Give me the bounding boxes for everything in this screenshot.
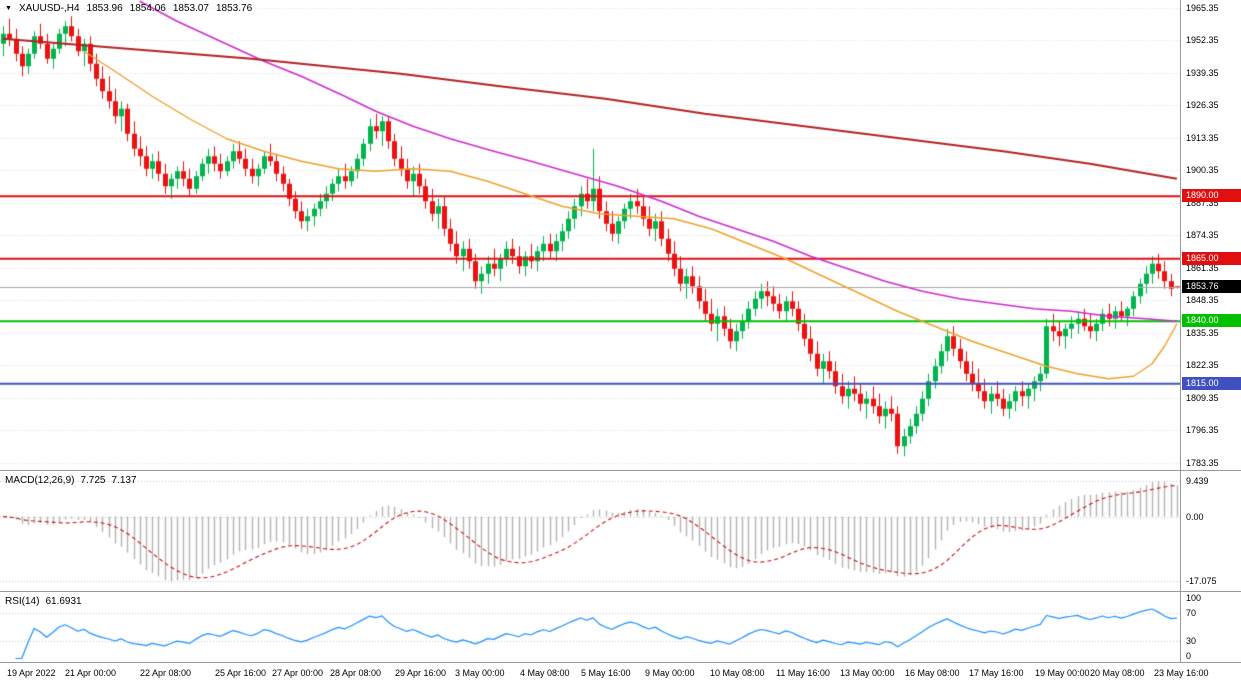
time-axis-label: 10 May 08:00	[710, 668, 765, 678]
price-tick-label: 1874.35	[1186, 230, 1219, 241]
macd-tick-label: 9.439	[1186, 476, 1209, 486]
time-axis-label: 25 Apr 16:00	[215, 668, 267, 678]
price-tick-label: 1900.35	[1186, 165, 1219, 176]
macd-tick-label: -17.075	[1186, 576, 1217, 586]
price-tick-label: 1861.35	[1186, 262, 1219, 273]
price-level-badge: 1865.00	[1182, 251, 1241, 265]
macd-axis[interactable]: 9.439 0.00 -17.075	[1180, 471, 1241, 591]
macd-panel: MACD(12,26,9) 7.725 7.137 9.439 0.00 -17.075	[0, 471, 1241, 592]
macd-label: MACD(12,26,9) 7.725 7.137	[5, 475, 143, 486]
price-tick-label: 1848.35	[1186, 295, 1219, 306]
time-axis-label: 21 Apr 00:00	[65, 668, 117, 678]
price-tick-label: 1822.35	[1186, 360, 1219, 371]
price-tick-label: 1887.35	[1186, 197, 1219, 208]
high-value: 1854.06	[129, 3, 166, 14]
ohlc-header: ▼ XAUUSD-,H4 1853.96 1854.06 1853.07 1853.76	[5, 3, 259, 14]
rsi-label: RSI(14) 61.6931	[5, 596, 88, 607]
time-axis[interactable]: 19 Apr 2022 21 Apr 00:00 22 Apr 08:00 25 Ap…	[0, 663, 1241, 688]
price-tick-label: 1783.35	[1186, 457, 1219, 468]
collapse-triangle-icon[interactable]: ▼	[5, 5, 12, 12]
time-axis-label: 28 Apr 08:00	[330, 668, 382, 678]
time-axis-label: 27 Apr 00:00	[272, 668, 324, 678]
price-level-badge: 1840.00	[1182, 314, 1241, 328]
price-tick-label: 1952.35	[1186, 35, 1219, 46]
time-axis-label: 11 May 16:00	[776, 668, 830, 678]
rsi-tick-label: 0	[1186, 651, 1192, 661]
price-tick-label: 1913.35	[1186, 132, 1219, 143]
time-axis-label: 19 May 00:00	[1035, 668, 1090, 678]
rsi-panel: RSI(14) 61.6931 100 70 30 0	[0, 592, 1241, 663]
rsi-tick-label: 70	[1186, 608, 1197, 618]
rsi-canvas[interactable]	[0, 592, 1180, 662]
open-value: 1853.96	[86, 3, 123, 14]
time-axis-label: 23 May 16:00	[1154, 668, 1209, 678]
rsi-tick-label: 30	[1186, 636, 1197, 646]
price-panel: ▼ XAUUSD-,H4 1853.96 1854.06 1853.07 1853.76 …	[0, 0, 1241, 471]
time-axis-label: 29 Apr 16:00	[395, 668, 447, 678]
price-level-badge: 1890.00	[1182, 189, 1241, 203]
time-axis-label: 5 May 16:00	[581, 668, 631, 678]
rsi-value: 61.6931	[45, 596, 82, 607]
time-axis-label: 4 May 08:00	[520, 668, 570, 678]
time-axis-label: 9 May 00:00	[645, 668, 695, 678]
time-axis-label: 13 May 00:00	[840, 668, 895, 678]
price-tick-label: 1796.35	[1186, 425, 1219, 436]
price-tick-label: 1835.35	[1186, 327, 1219, 338]
time-axis-label: 20 May 08:00	[1090, 668, 1145, 678]
price-level-badge: 1815.00	[1182, 376, 1241, 390]
time-axis-label: 19 Apr 2022	[7, 668, 56, 678]
time-axis-label: 16 May 08:00	[905, 668, 960, 678]
rsi-axis[interactable]: 100 70 30 0	[1180, 592, 1241, 662]
macd-canvas[interactable]	[0, 471, 1180, 591]
close-value: 1853.76	[215, 3, 253, 14]
macd-signal-value: 7.137	[111, 475, 137, 486]
rsi-name: RSI(14)	[5, 596, 40, 607]
symbol-period-label: XAUUSD-,H4	[18, 3, 80, 14]
price-axis[interactable]: 1965.35 1952.35 1939.35 1926.35 1913.35 1900.…	[1180, 0, 1241, 470]
price-tick-label: 1965.35	[1186, 2, 1219, 13]
price-tick-label: 1809.35	[1186, 392, 1219, 403]
time-axis-label: 3 May 00:00	[455, 668, 505, 678]
macd-name: MACD(12,26,9)	[5, 475, 75, 486]
macd-tick-label: 0.00	[1186, 511, 1204, 522]
time-axis-label: 22 Apr 08:00	[140, 668, 192, 678]
low-value: 1853.07	[172, 3, 209, 14]
bid-price-badge: 1853.76	[1182, 279, 1241, 293]
price-chart-canvas[interactable]	[0, 0, 1180, 470]
macd-main-value: 7.725	[80, 475, 106, 486]
time-axis-label: 17 May 16:00	[969, 668, 1024, 678]
price-tick-label: 1939.35	[1186, 67, 1219, 78]
rsi-tick-label: 100	[1186, 593, 1202, 603]
price-tick-label: 1926.35	[1186, 100, 1219, 111]
